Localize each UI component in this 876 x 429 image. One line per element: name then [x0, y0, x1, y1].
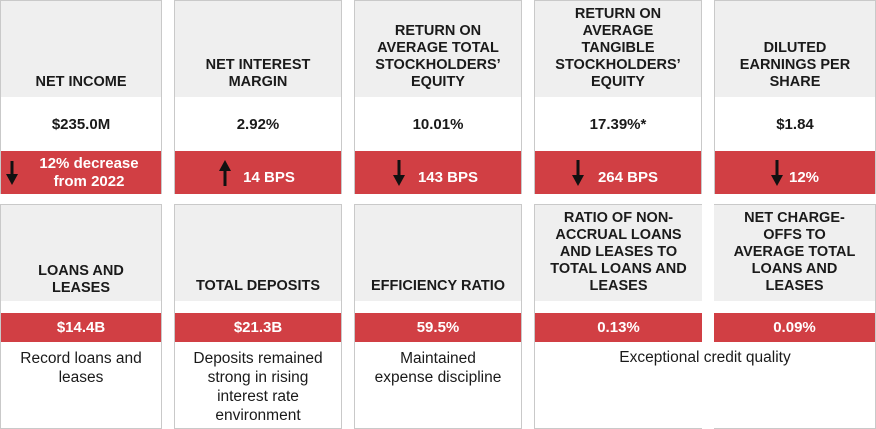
- value-bar: $21.3B: [175, 313, 341, 342]
- card-label: NET INTEREST MARGIN: [175, 1, 341, 97]
- arrow-down-icon: [771, 159, 783, 186]
- card-label: RETURN ON AVERAGE TOTAL STOCKHOLDERS’ EQ…: [355, 1, 521, 97]
- card-note: Record loans and leases: [20, 350, 142, 386]
- efficiency-ratio-card: EFFICIENCY RATIO 59.5% Maintained expens…: [354, 204, 522, 429]
- card-label: NET INCOME: [1, 1, 161, 97]
- card-note: Maintained expense discipline: [374, 350, 502, 386]
- credit-quality-note: Exceptional credit quality: [619, 349, 791, 366]
- change-text: 143 BPS: [417, 168, 479, 186]
- arrow-down-icon: [393, 159, 405, 186]
- non-accrual-ratio-card: RATIO OF NON- ACCRUAL LOANS AND LEASES T…: [534, 204, 702, 429]
- card-label: RATIO OF NON- ACCRUAL LOANS AND LEASES T…: [535, 205, 702, 301]
- card-value: 17.39%*: [589, 115, 647, 133]
- value-bar: 0.09%: [714, 313, 875, 342]
- card-label: DILUTED EARNINGS PER SHARE: [715, 1, 875, 97]
- card-value: 59.5%: [416, 319, 460, 336]
- card-label: NET CHARGE- OFFS TO AVERAGE TOTAL LOANS …: [714, 205, 875, 301]
- card-value: $14.4B: [56, 319, 106, 336]
- change-text: 14 BPS: [243, 168, 295, 186]
- return-on-tangible-equity-card: RETURN ON AVERAGE TANGIBLE STOCKHOLDERS’…: [534, 0, 702, 194]
- card-value: $1.84: [776, 115, 814, 133]
- loans-and-leases-card: LOANS AND LEASES $14.4B Record loans and…: [0, 204, 162, 429]
- return-on-equity-card: RETURN ON AVERAGE TOTAL STOCKHOLDERS’ EQ…: [354, 0, 522, 194]
- card-value: $235.0M: [51, 115, 111, 133]
- value-bar: 59.5%: [355, 313, 521, 342]
- card-value: 0.13%: [597, 319, 640, 336]
- arrow-down-icon: [6, 160, 18, 185]
- change-bar: 264 BPS: [535, 151, 701, 194]
- value-bar: $14.4B: [1, 313, 161, 342]
- card-label: LOANS AND LEASES: [1, 205, 161, 301]
- net-interest-margin-card: NET INTEREST MARGIN 2.92% 14 BPS: [174, 0, 342, 194]
- change-bar: 143 BPS: [355, 151, 521, 194]
- card-value: 0.09%: [773, 319, 816, 336]
- change-text: 264 BPS: [597, 168, 659, 186]
- card-value: 2.92%: [236, 115, 280, 133]
- change-text: 12%: [788, 168, 820, 186]
- card-value: $21.3B: [233, 319, 283, 336]
- total-deposits-card: TOTAL DEPOSITS $21.3B Deposits remained …: [174, 204, 342, 429]
- change-text: 12% decrease from 2022: [39, 154, 139, 190]
- card-label: TOTAL DEPOSITS: [175, 205, 341, 301]
- net-income-card: NET INCOME $235.0M 12% decrease from 202…: [0, 0, 162, 194]
- diluted-eps-card: DILUTED EARNINGS PER SHARE $1.84 12%: [714, 0, 876, 194]
- arrow-down-icon: [572, 159, 584, 186]
- card-label: RETURN ON AVERAGE TANGIBLE STOCKHOLDERS’…: [535, 1, 701, 97]
- net-charge-offs-card: NET CHARGE- OFFS TO AVERAGE TOTAL LOANS …: [714, 204, 876, 429]
- change-bar: 12% decrease from 2022: [1, 151, 161, 194]
- value-bar: 0.13%: [535, 313, 702, 342]
- card-note: Deposits remained strong in rising inter…: [193, 350, 323, 424]
- card-value: 10.01%: [412, 115, 464, 133]
- card-label: EFFICIENCY RATIO: [355, 205, 521, 301]
- change-bar: 12%: [715, 151, 875, 194]
- change-bar: 14 BPS: [175, 151, 341, 194]
- arrow-up-icon: [219, 159, 231, 186]
